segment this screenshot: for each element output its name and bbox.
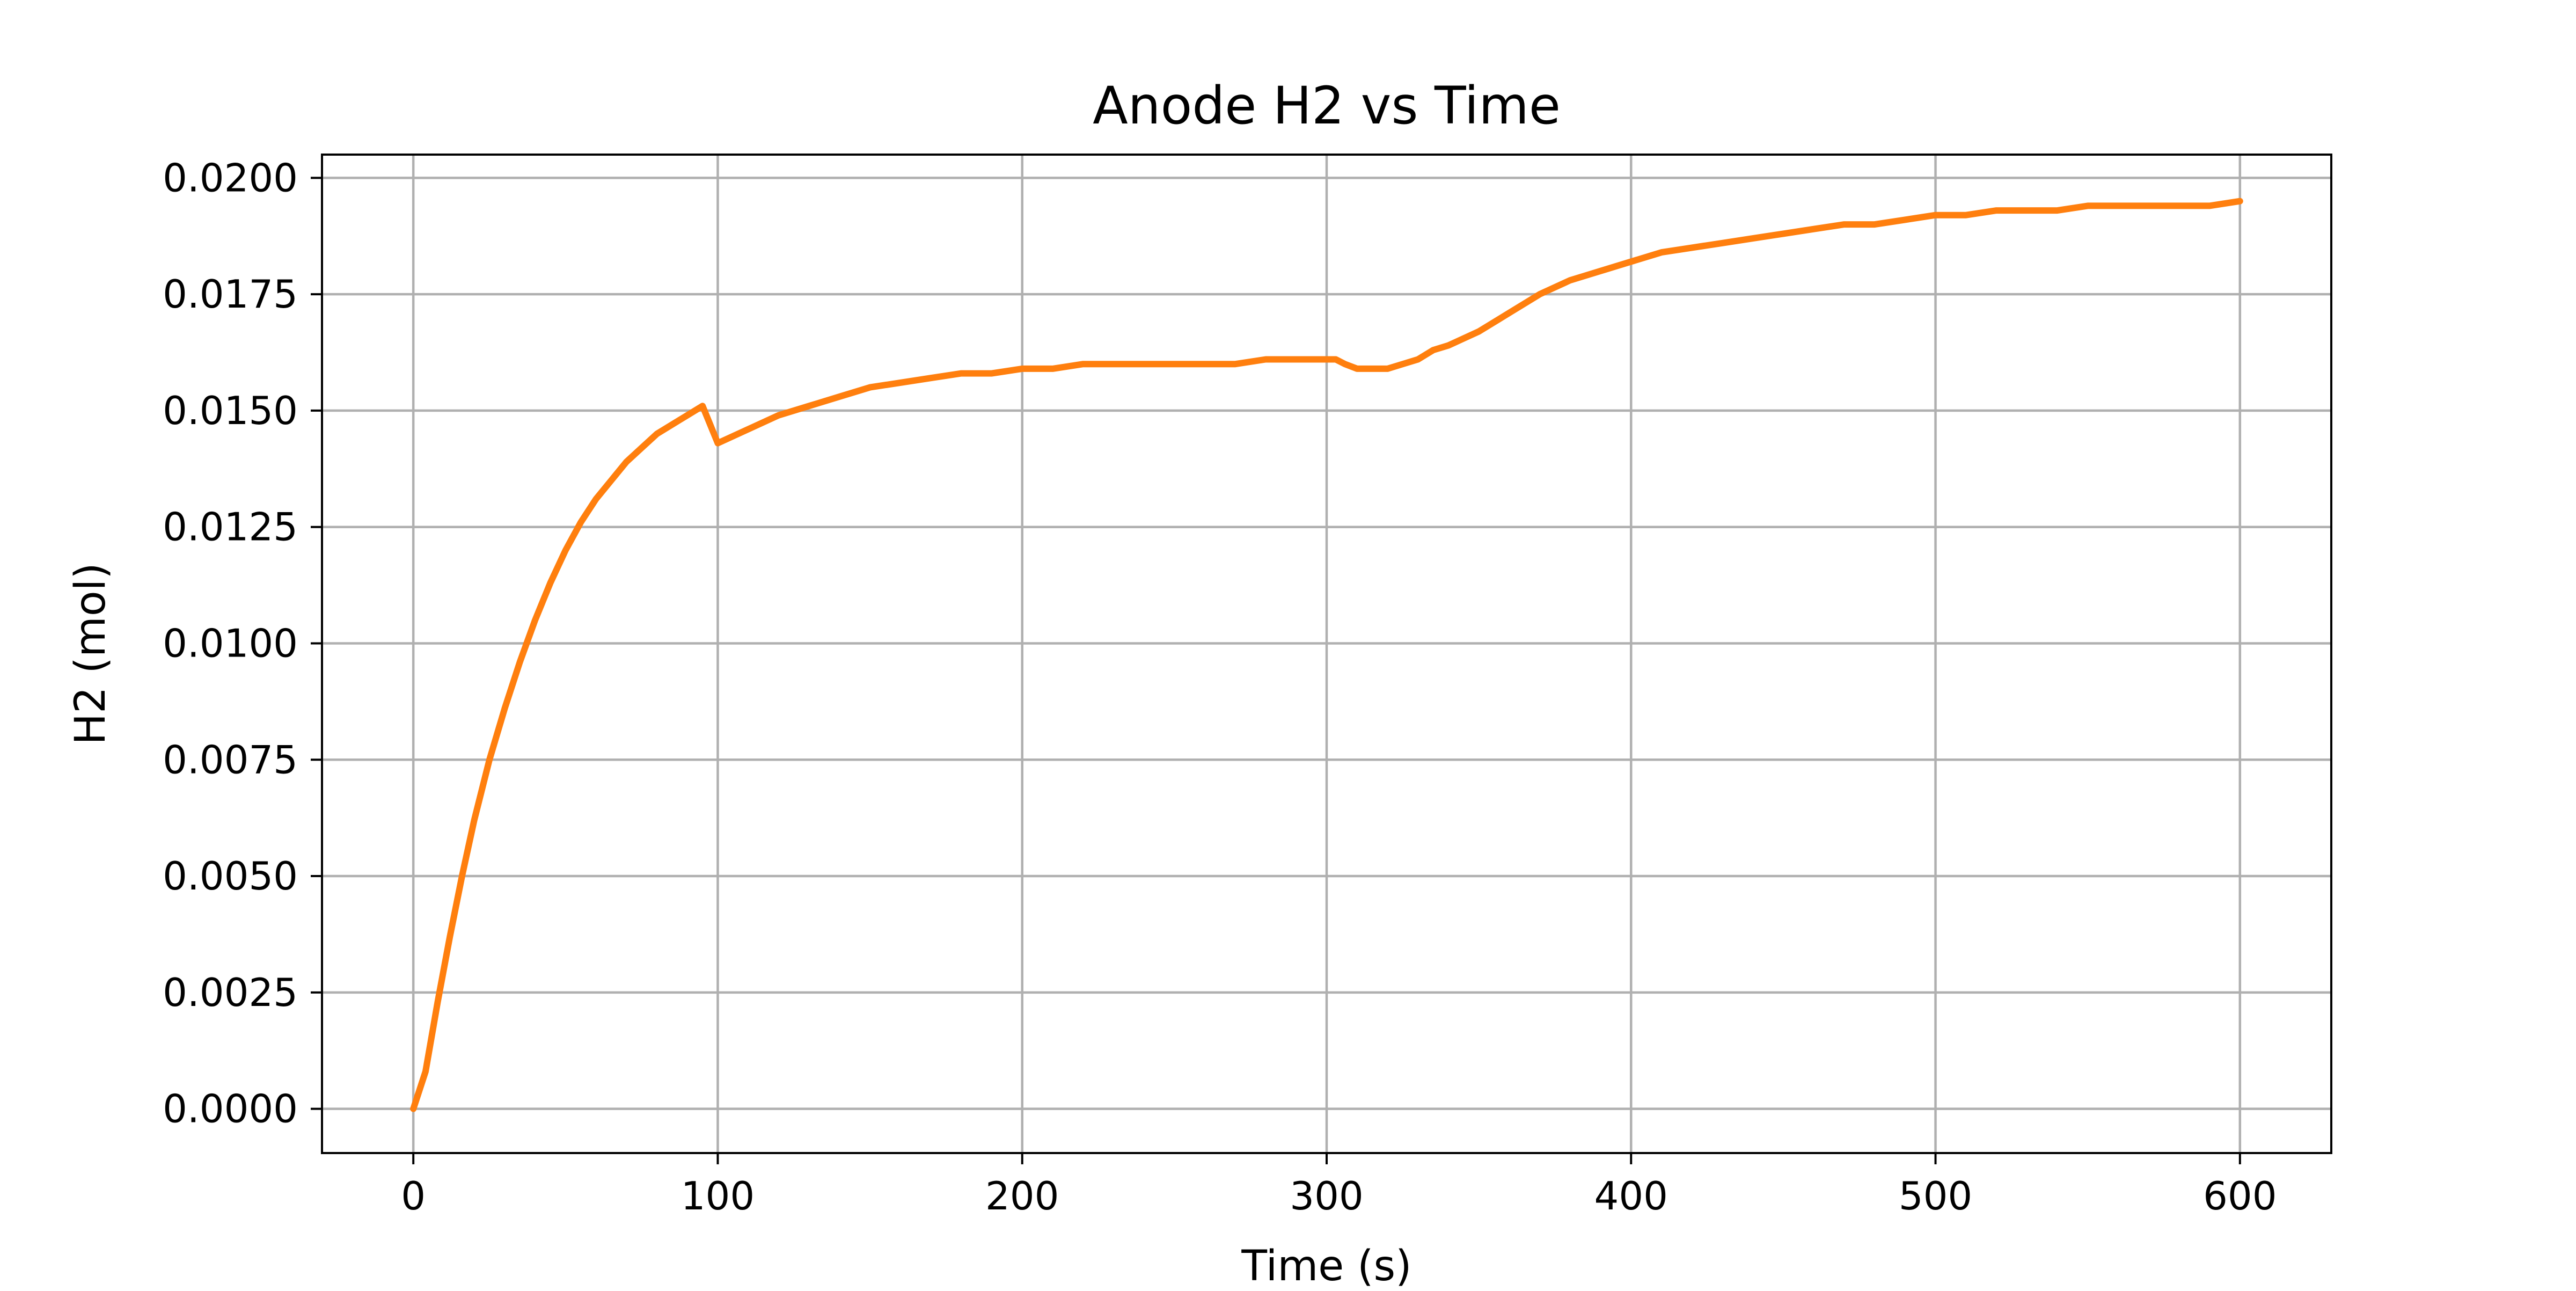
- chart-title: Anode H2 vs Time: [1093, 76, 1561, 136]
- y-tick-label: 0.0200: [163, 155, 298, 200]
- x-tick-label: 500: [1899, 1173, 1972, 1219]
- y-tick-label: 0.0125: [163, 505, 298, 550]
- y-tick-label: 0.0175: [163, 272, 298, 317]
- y-tick-label: 0.0100: [163, 621, 298, 666]
- x-tick-label: 200: [985, 1173, 1059, 1219]
- y-axis-label: H2 (mol): [67, 563, 115, 745]
- series-line: [410, 198, 2243, 1112]
- y-tick-label: 0.0000: [163, 1086, 298, 1132]
- x-tick-label: 600: [2203, 1173, 2277, 1219]
- x-tick-label: 100: [681, 1173, 755, 1219]
- grid: [322, 155, 2331, 1153]
- x-tick-label: 300: [1290, 1173, 1363, 1219]
- y-tick-label: 0.0150: [163, 388, 298, 433]
- x-tick-label: 0: [401, 1173, 426, 1219]
- y-axis-ticks: 0.0000 0.0025 0.0050 0.0075 0.0100 0.0125 0.01…: [163, 155, 322, 1132]
- x-axis-ticks: 0 100 200 300 400 500 600: [401, 1153, 2277, 1219]
- y-tick-label: 0.0050: [163, 854, 298, 899]
- y-tick-label: 0.0075: [163, 737, 298, 782]
- y-tick-label: 0.0025: [163, 970, 298, 1015]
- x-tick-label: 400: [1594, 1173, 1668, 1219]
- series-layer: [410, 198, 2243, 1112]
- x-axis-label: Time (s): [1241, 1242, 1411, 1288]
